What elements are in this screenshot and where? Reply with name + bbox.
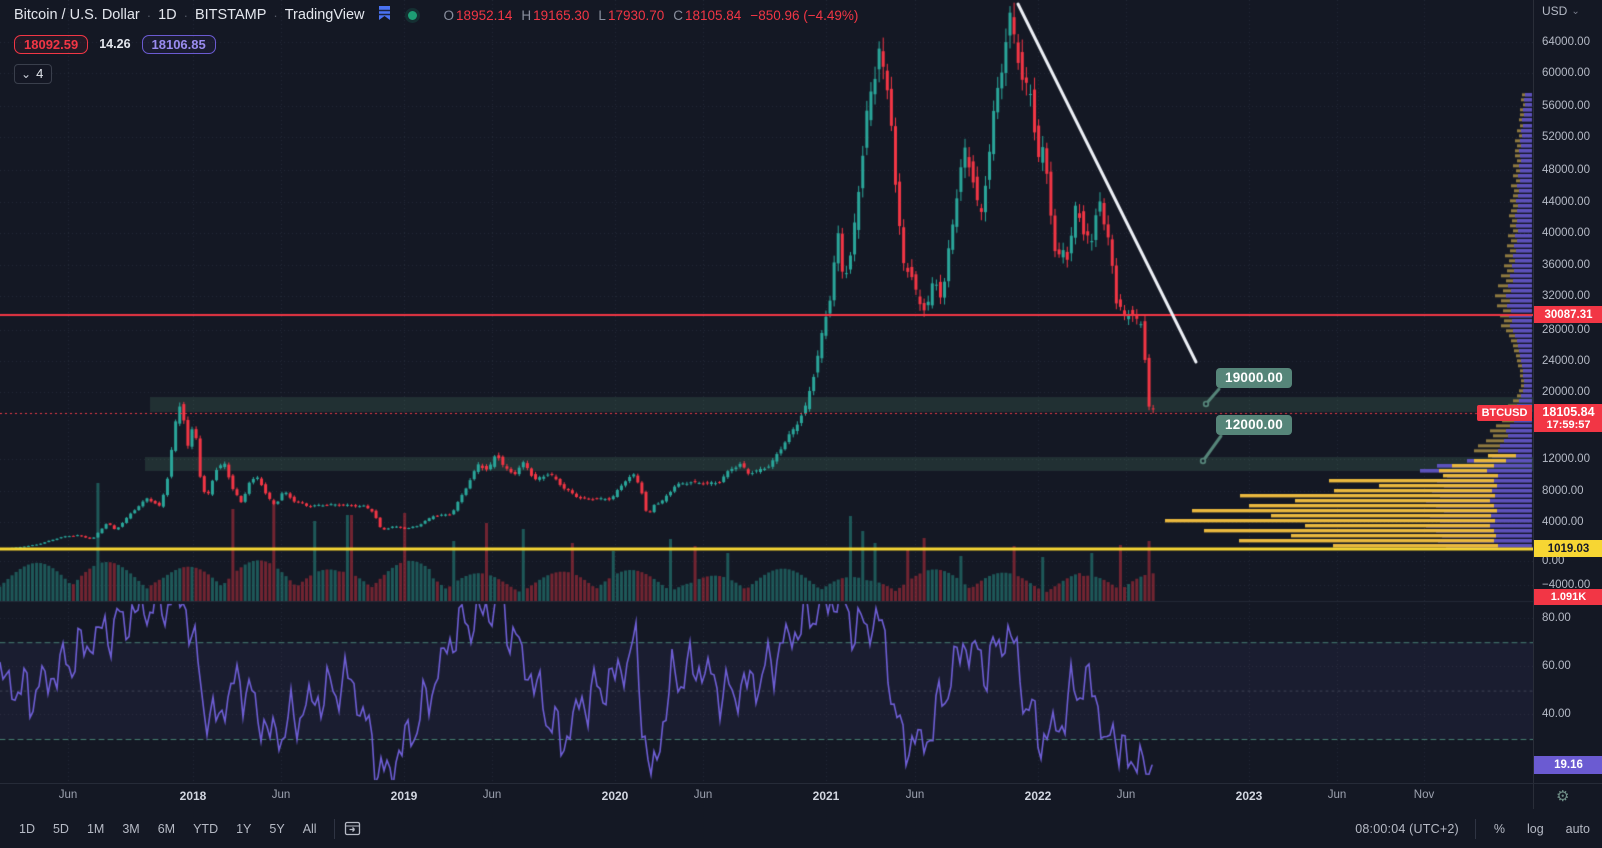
range-buttons: 1D 5D 1M 3M 6M YTD 1Y 5Y All: [10, 819, 326, 839]
price-tick-label: 8000.00: [1542, 485, 1584, 497]
time-tick-label: 2020: [601, 789, 629, 803]
bar-countdown: 17:59:57: [1546, 419, 1591, 431]
time-tick-label: Jun: [58, 789, 78, 801]
range-button-6m[interactable]: 6M: [157, 821, 176, 836]
time-tick-label: 2019: [390, 789, 418, 803]
symbol-title[interactable]: Bitcoin / U.S. Dollar: [14, 7, 140, 23]
currency-selector[interactable]: USD ⌄: [1542, 4, 1580, 18]
flag-icon[interactable]: [377, 5, 392, 25]
level-price-badge[interactable]: 18106.85: [141, 34, 216, 54]
price-tick-label: 32000.00: [1542, 290, 1590, 302]
range-button-ytd[interactable]: YTD: [193, 821, 219, 836]
time-tick-label: 2018: [179, 789, 207, 803]
separator-dot: ·: [146, 7, 152, 23]
percent-scale-button[interactable]: %: [1493, 821, 1505, 836]
time-scale[interactable]: ⚙ Jun 2018 Jun 2019 Jun 2020 Jun 2021 Jun 2022 Jun…: [0, 783, 1602, 811]
range-button-1y[interactable]: 1Y: [236, 821, 252, 836]
time-tick-label: Nov: [1413, 789, 1435, 801]
volume-axis-badge: 1.091K: [1534, 589, 1602, 605]
price-tick-label: 44000.00: [1542, 196, 1590, 208]
price-tick-label: 60000.00: [1542, 67, 1590, 79]
indicators-count: 4: [36, 66, 44, 81]
last-price-axis-badge: 18105.84 17:59:57: [1534, 404, 1602, 432]
price-tick-label: 40000.00: [1542, 227, 1590, 239]
price-tick-label: 48000.00: [1542, 164, 1590, 176]
red-level-axis-badge: 30087.31: [1534, 306, 1602, 323]
chevron-down-icon: ⌄: [21, 66, 32, 81]
range-button-5y[interactable]: 5Y: [269, 821, 285, 836]
price-tick-label: 20000.00: [1542, 386, 1590, 398]
time-tick-label: 2021: [812, 789, 840, 803]
time-tick-label: Jun: [693, 789, 713, 801]
low-label: L: [598, 7, 606, 23]
exchange-label[interactable]: BITSTAMP: [194, 7, 267, 23]
time-tick-label: Jun: [1116, 789, 1136, 801]
price-scale[interactable]: USD ⌄ 64000.00 60000.00 56000.00 52000.00 48…: [1533, 0, 1602, 783]
auto-scale-button[interactable]: auto: [1565, 821, 1590, 836]
price-label-19000[interactable]: 19000.00: [1216, 368, 1292, 388]
yellow-level-axis-badge: 1019.03: [1534, 540, 1602, 557]
time-tick-label: Jun: [1327, 789, 1347, 801]
separator-dot: ·: [273, 7, 278, 23]
chart-legend: Bitcoin / U.S. Dollar · 1D · BITSTAMP · …: [14, 4, 858, 84]
separator-dot: ·: [183, 7, 188, 23]
price-tick-label: 4000.00: [1542, 516, 1584, 528]
currency-label: USD: [1542, 4, 1568, 18]
price-tick-label: 36000.00: [1542, 259, 1590, 271]
bottom-toolbar: 1D 5D 1M 3M 6M YTD 1Y 5Y All 08:00:04 (UTC+2) % …: [0, 809, 1602, 848]
time-tick-label: Jun: [482, 789, 502, 801]
vendor-label[interactable]: TradingView: [284, 7, 365, 23]
time-tick-label: 2022: [1024, 789, 1052, 803]
time-tick-label: Jun: [271, 789, 291, 801]
price-tick-label: 80.00: [1542, 612, 1571, 624]
price-tick-label: −4000.00: [1542, 579, 1591, 591]
price-label-12000[interactable]: 12000.00: [1216, 415, 1292, 435]
chevron-down-icon: ⌄: [1571, 5, 1580, 17]
price-tick-label: 24000.00: [1542, 355, 1590, 367]
range-button-1d[interactable]: 1D: [19, 821, 35, 836]
low-value: 17930.70: [607, 7, 665, 23]
clock-label[interactable]: 08:00:04 (UTC+2): [1355, 821, 1459, 836]
scale-settings-gear-icon[interactable]: ⚙: [1556, 788, 1570, 805]
market-status-icon[interactable]: [407, 10, 417, 20]
rsi-axis-badge: 19.16: [1534, 756, 1602, 774]
spread-value: 14.26: [99, 37, 131, 51]
close-value: 18105.84: [685, 7, 742, 23]
interval-label[interactable]: 1D: [158, 7, 177, 23]
price-tick-label: 60.00: [1542, 660, 1571, 672]
toolbar-divider: [1474, 818, 1476, 839]
open-value: 18952.14: [456, 7, 513, 23]
range-button-all[interactable]: All: [302, 821, 317, 836]
toolbar-divider: [333, 818, 335, 839]
indicators-collapse-button[interactable]: ⌄ 4: [14, 64, 53, 84]
price-tick-label: 56000.00: [1542, 100, 1590, 112]
close-label: C: [673, 7, 683, 23]
high-value: 19165.30: [533, 7, 590, 23]
time-tick-label: 2023: [1235, 789, 1263, 803]
change-value: −850.96 (−4.49%): [750, 7, 859, 23]
price-tick-label: 12000.00: [1542, 453, 1590, 465]
open-label: O: [443, 7, 455, 23]
range-button-1m[interactable]: 1M: [86, 821, 105, 836]
go-to-date-button[interactable]: [343, 819, 362, 838]
price-tick-label: 40.00: [1542, 708, 1571, 720]
toolbar-right-group: 08:00:04 (UTC+2) % log auto: [1355, 818, 1590, 839]
range-button-3m[interactable]: 3M: [122, 821, 140, 836]
price-tick-label: 64000.00: [1542, 36, 1590, 48]
alert-price-badge[interactable]: 18092.59: [14, 34, 89, 54]
price-tick-label: 28000.00: [1542, 324, 1590, 336]
price-tick-label: 0.00: [1542, 555, 1565, 567]
high-label: H: [521, 7, 532, 23]
ohlc-values: O 18952.14 H 19165.30 L 17930.70 C 18105.84 …: [435, 8, 859, 23]
range-button-5d[interactable]: 5D: [52, 821, 69, 836]
time-tick-label: Jun: [905, 789, 925, 801]
symbol-axis-label: BTCUSD: [1477, 405, 1532, 421]
log-scale-button[interactable]: log: [1526, 821, 1544, 836]
price-tick-label: 52000.00: [1542, 131, 1590, 143]
scale-divider: [1533, 784, 1534, 810]
last-price-value: 18105.84: [1542, 405, 1595, 419]
price-chart-canvas[interactable]: [0, 0, 1533, 783]
